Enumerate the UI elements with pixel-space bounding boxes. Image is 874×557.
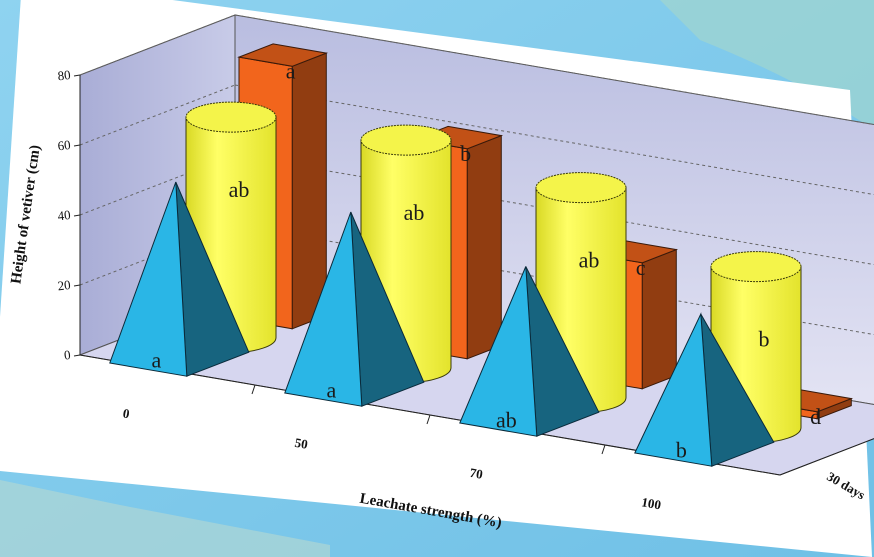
data-label: c bbox=[636, 255, 646, 280]
bar-top bbox=[237, 43, 329, 67]
x-tick-label: 0 bbox=[122, 405, 131, 421]
data-label: ab bbox=[496, 408, 517, 433]
y-tick-mark bbox=[73, 74, 81, 77]
gridline-side bbox=[79, 84, 236, 146]
x-tick-mark bbox=[426, 414, 431, 425]
y-tick-mark bbox=[73, 284, 81, 287]
data-label: ab bbox=[579, 248, 600, 273]
data-label: ab bbox=[229, 177, 250, 202]
x-tick-mark bbox=[601, 444, 606, 455]
cylinder-top bbox=[360, 124, 452, 156]
data-label: d bbox=[810, 404, 821, 429]
data-label: ab bbox=[404, 200, 425, 225]
data-label: a bbox=[286, 58, 296, 83]
data-label: b bbox=[759, 327, 770, 352]
background-foliage-bottom bbox=[0, 480, 330, 557]
pyramid-front bbox=[109, 181, 188, 377]
gridline bbox=[234, 14, 874, 126]
data-label: a bbox=[151, 348, 161, 373]
data-label: a bbox=[326, 378, 336, 403]
y-tick-mark bbox=[73, 214, 81, 217]
pyramid-front bbox=[284, 211, 363, 407]
y-tick-label: 20 bbox=[57, 277, 71, 293]
bar-pyramid: a bbox=[284, 211, 425, 407]
data-label: b bbox=[676, 438, 687, 463]
pyramid-front bbox=[459, 266, 538, 437]
gridline-side bbox=[79, 14, 236, 76]
cylinder-top bbox=[185, 101, 277, 133]
y-tick-label: 40 bbox=[57, 207, 71, 223]
bar-pyramid: ab bbox=[459, 266, 600, 437]
x-tick-label: 100 bbox=[640, 494, 662, 512]
bar-side bbox=[291, 52, 327, 330]
depth-axis-line bbox=[779, 438, 874, 476]
y-tick-label: 60 bbox=[57, 137, 71, 153]
data-label: b bbox=[460, 141, 471, 166]
cylinder-top bbox=[535, 172, 627, 204]
y-tick-label: 0 bbox=[63, 347, 71, 363]
y-tick-mark bbox=[73, 354, 81, 357]
bar-pyramid: b bbox=[634, 312, 775, 467]
x-tick-mark bbox=[251, 384, 256, 395]
bar-side bbox=[641, 248, 677, 390]
y-tick-label: 80 bbox=[57, 67, 71, 83]
cylinder-top bbox=[710, 251, 802, 283]
pyramid-front bbox=[634, 312, 713, 467]
background-foliage bbox=[660, 0, 874, 130]
gridline bbox=[234, 84, 874, 196]
bar-pyramid: a bbox=[109, 181, 250, 377]
x-tick-label: 50 bbox=[294, 435, 309, 452]
bar-side bbox=[466, 134, 502, 360]
x-tick-label: 70 bbox=[469, 465, 484, 482]
y-tick-mark bbox=[73, 144, 81, 147]
